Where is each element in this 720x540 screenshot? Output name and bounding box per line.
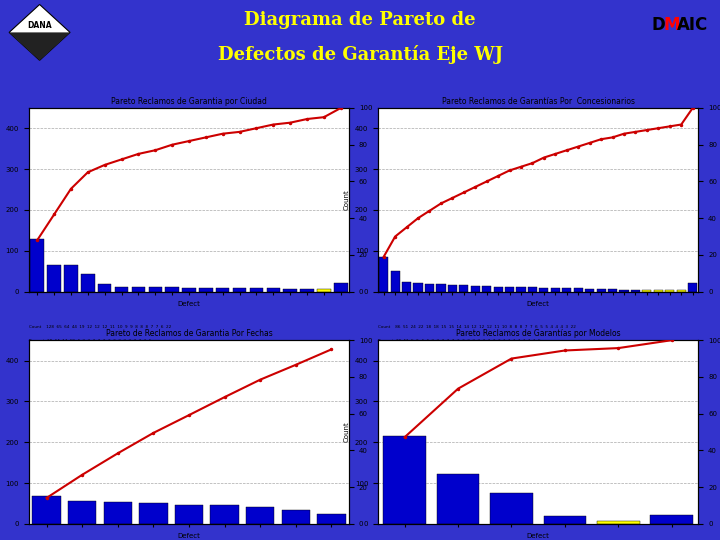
Y-axis label: Percent: Percent bbox=[378, 419, 384, 445]
Bar bbox=[413, 282, 423, 292]
Bar bbox=[688, 282, 697, 292]
Bar bbox=[284, 289, 297, 292]
X-axis label: Defect: Defect bbox=[527, 533, 549, 539]
Bar bbox=[166, 287, 179, 292]
Text: Defectos de Garantía Eje WJ: Defectos de Garantía Eje WJ bbox=[217, 45, 503, 64]
Bar bbox=[390, 271, 400, 292]
Y-axis label: Count: Count bbox=[343, 422, 349, 442]
Bar bbox=[317, 515, 346, 524]
Bar bbox=[490, 493, 533, 524]
Text: DANA: DANA bbox=[27, 21, 52, 30]
Bar bbox=[199, 288, 212, 292]
Bar bbox=[654, 290, 663, 292]
Bar bbox=[516, 287, 526, 292]
Bar bbox=[425, 284, 434, 292]
Bar bbox=[68, 501, 96, 524]
Bar bbox=[175, 505, 203, 524]
Bar bbox=[631, 289, 640, 292]
Y-axis label: Count: Count bbox=[343, 190, 349, 210]
Bar bbox=[334, 282, 348, 292]
Bar bbox=[383, 436, 426, 524]
Bar bbox=[608, 289, 617, 292]
Bar bbox=[114, 287, 128, 292]
X-axis label: Defect: Defect bbox=[178, 533, 200, 539]
Bar bbox=[148, 287, 162, 292]
Text: Cum %    19  30  35  40  44  48  51  54  57  60  63  66  68  70  73  75  77  79 : Cum % 19 30 35 40 44 48 51 54 57 60 63 6… bbox=[378, 354, 613, 358]
Bar bbox=[282, 510, 310, 524]
Bar bbox=[551, 288, 560, 292]
X-axis label: Defect: Defect bbox=[527, 301, 549, 307]
Bar bbox=[494, 287, 503, 292]
X-axis label: Defect: Defect bbox=[178, 301, 200, 307]
Bar bbox=[250, 288, 264, 292]
Title: Pareto Reclamos de Garantías por Modelos: Pareto Reclamos de Garantías por Modelos bbox=[456, 329, 621, 338]
Bar bbox=[317, 289, 330, 292]
Title: Pareto de Reclamos de Garantia Por Fechas: Pareto de Reclamos de Garantia Por Fecha… bbox=[106, 329, 272, 338]
Bar bbox=[132, 287, 145, 292]
Text: Diagrama de Pareto de: Diagrama de Pareto de bbox=[244, 11, 476, 29]
Bar bbox=[233, 288, 246, 292]
Bar bbox=[402, 282, 411, 292]
Text: Count    128  65  64  44  19  12  12  12  11  10  9  9  8  8  8  7  7  6  22: Count 128 65 64 44 19 12 12 12 11 10 9 9… bbox=[29, 325, 171, 329]
Text: Percent  28  14  14  10  4  3  3  3  2  2  2  2  2  2  2  2  2  1  5: Percent 28 14 14 10 4 3 3 3 2 2 2 2 2 2 … bbox=[29, 339, 151, 343]
Bar bbox=[677, 291, 686, 292]
Bar bbox=[597, 521, 639, 524]
Bar bbox=[64, 266, 78, 292]
Bar bbox=[210, 505, 239, 524]
Bar bbox=[437, 475, 480, 524]
Bar bbox=[182, 287, 196, 292]
Text: Count    86  51  24  22  18  18  15  15  14  14  12  12  12  11  10  8  8  8  7 : Count 86 51 24 22 18 18 15 15 14 14 12 1… bbox=[378, 325, 576, 329]
Bar bbox=[642, 290, 652, 292]
Bar bbox=[246, 507, 274, 524]
Title: Pareto Reclamos de Garantías Por  Concesionarios: Pareto Reclamos de Garantías Por Concesi… bbox=[441, 97, 635, 106]
Bar bbox=[300, 289, 314, 292]
Bar bbox=[619, 289, 629, 292]
Bar bbox=[104, 502, 132, 524]
Text: M: M bbox=[663, 16, 680, 33]
Bar bbox=[139, 503, 168, 524]
Bar bbox=[539, 287, 549, 292]
Bar bbox=[30, 239, 44, 292]
Bar bbox=[544, 516, 586, 524]
Bar bbox=[471, 286, 480, 292]
Bar bbox=[448, 286, 457, 292]
Bar bbox=[562, 288, 572, 292]
Bar bbox=[98, 284, 112, 292]
Bar bbox=[528, 287, 537, 292]
Text: D: D bbox=[652, 16, 665, 33]
Bar bbox=[665, 290, 675, 292]
Bar bbox=[650, 515, 693, 524]
Bar bbox=[32, 496, 60, 524]
Bar bbox=[436, 284, 446, 292]
Bar bbox=[48, 265, 60, 292]
Bar bbox=[81, 274, 94, 292]
Y-axis label: Percent: Percent bbox=[378, 187, 384, 213]
Bar bbox=[266, 288, 280, 292]
Bar bbox=[574, 288, 582, 292]
Bar bbox=[597, 289, 606, 292]
Polygon shape bbox=[9, 32, 70, 60]
Bar bbox=[459, 286, 469, 292]
Bar bbox=[482, 286, 491, 292]
Title: Pareto Reclamos de Garantia por Ciudad: Pareto Reclamos de Garantia por Ciudad bbox=[111, 97, 267, 106]
Text: AIC: AIC bbox=[677, 16, 708, 33]
Text: Percent  19  11  5  5  4  4  3  3  3  3  3  3  3  2  2  2  2  2  2  2  1  1  1  : Percent 19 11 5 5 4 4 3 3 3 3 3 3 3 2 2 … bbox=[378, 339, 541, 343]
Bar bbox=[379, 256, 388, 292]
Polygon shape bbox=[9, 4, 70, 60]
Bar bbox=[216, 288, 230, 292]
Bar bbox=[505, 287, 514, 292]
Text: Cum %    28  42  56  65  69  72  75  77  80  82  84  86  87  89  91  92  94  95 : Cum % 28 42 56 65 69 72 75 77 80 82 84 8… bbox=[29, 354, 195, 358]
Bar bbox=[585, 289, 594, 292]
